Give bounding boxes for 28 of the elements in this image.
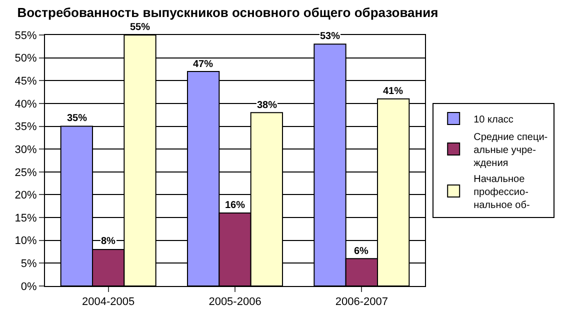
y-tick-label: 55% bbox=[14, 30, 38, 42]
data-label: 41% bbox=[383, 86, 404, 97]
y-tick-label: 45% bbox=[14, 75, 38, 88]
x-tick-label: 2005-2006 bbox=[208, 296, 262, 308]
legend-label: 10 класс bbox=[474, 114, 514, 126]
legend-label: Начальное профессио- нальное об- bbox=[474, 174, 530, 211]
y-tick-label: 25% bbox=[14, 166, 38, 179]
y-tick-label: 30% bbox=[14, 144, 38, 156]
x-tick-label: 2006-2007 bbox=[335, 296, 388, 308]
x-tick-label: 2004-2005 bbox=[82, 296, 135, 308]
data-label: 47% bbox=[193, 59, 214, 70]
chart-title: Востребованность выпускников основного общего образования bbox=[17, 5, 438, 20]
y-tick-label: 20% bbox=[14, 190, 38, 202]
data-label: 6% bbox=[354, 246, 369, 257]
data-label: 16% bbox=[225, 200, 246, 211]
legend-label: Средние специ- альные учре- ждения bbox=[474, 132, 548, 169]
data-label: 38% bbox=[257, 100, 278, 111]
y-tick-label: 15% bbox=[14, 212, 38, 224]
data-label: 8% bbox=[101, 236, 116, 247]
y-tick-label: 50% bbox=[14, 52, 38, 65]
y-tick-label: 0% bbox=[20, 280, 38, 293]
y-tick-label: 10% bbox=[14, 235, 38, 248]
y-tick-label: 5% bbox=[20, 258, 38, 270]
y-tick-label: 35% bbox=[14, 121, 38, 134]
data-label: 35% bbox=[67, 113, 88, 124]
data-label: 53% bbox=[320, 31, 340, 42]
data-label: 55% bbox=[130, 22, 150, 33]
y-tick-label: 40% bbox=[14, 98, 38, 110]
